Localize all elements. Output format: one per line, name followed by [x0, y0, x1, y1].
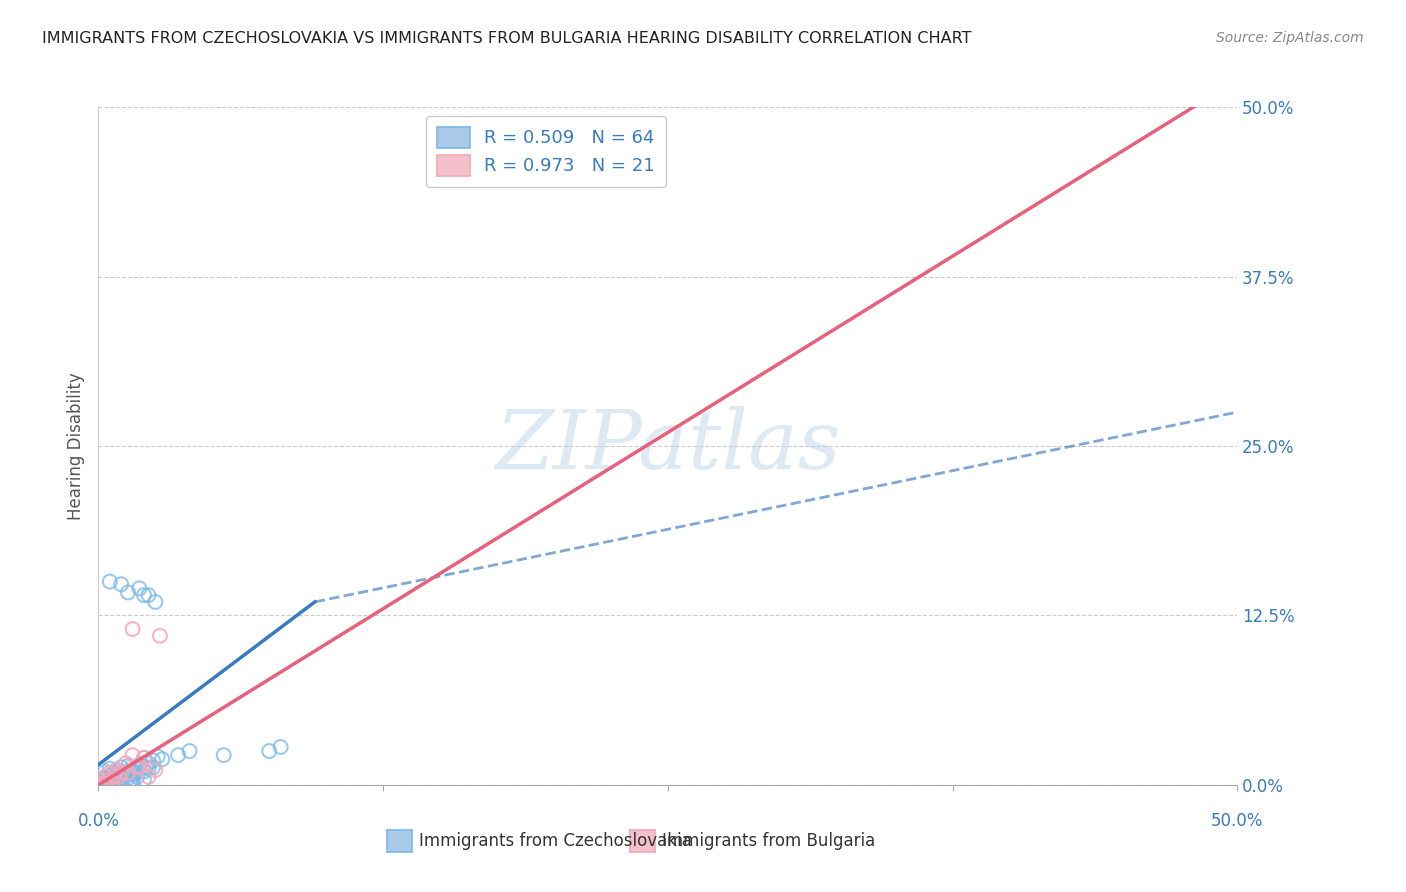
Point	[103, 775, 125, 789]
Point	[98, 776, 121, 790]
Point	[142, 754, 165, 768]
Point	[108, 776, 131, 790]
Point	[110, 765, 132, 780]
Point	[127, 770, 149, 784]
Point	[138, 588, 160, 602]
Y-axis label: Hearing Disability: Hearing Disability	[66, 372, 84, 520]
Text: IMMIGRANTS FROM CZECHOSLOVAKIA VS IMMIGRANTS FROM BULGARIA HEARING DISABILITY CO: IMMIGRANTS FROM CZECHOSLOVAKIA VS IMMIGR…	[42, 31, 972, 46]
Point	[96, 773, 118, 788]
Point	[91, 775, 114, 789]
Point	[565, 147, 588, 161]
Text: Source: ZipAtlas.com: Source: ZipAtlas.com	[1216, 31, 1364, 45]
Point	[124, 765, 146, 780]
Text: 50.0%: 50.0%	[1211, 812, 1264, 830]
Point	[110, 577, 132, 591]
Point	[212, 748, 235, 763]
Point	[135, 760, 157, 774]
Point	[114, 756, 136, 771]
Text: 0.0%: 0.0%	[77, 812, 120, 830]
Point	[270, 739, 292, 754]
Point	[150, 752, 173, 766]
Point	[98, 574, 121, 589]
Point	[132, 751, 155, 765]
Point	[121, 622, 143, 636]
Point	[120, 773, 142, 788]
Point	[103, 778, 125, 792]
Point	[179, 744, 201, 758]
Point	[128, 757, 150, 772]
Point	[96, 778, 118, 792]
Point	[103, 768, 125, 782]
Point	[105, 763, 128, 777]
Point	[132, 764, 155, 779]
Point	[90, 776, 112, 790]
Legend: R = 0.509   N = 64, R = 0.973   N = 21: R = 0.509 N = 64, R = 0.973 N = 21	[426, 116, 665, 186]
Point	[110, 778, 132, 792]
Point	[101, 778, 124, 792]
Point	[94, 764, 117, 779]
Point	[112, 770, 135, 784]
Text: Immigrants from Bulgaria: Immigrants from Bulgaria	[662, 832, 876, 850]
Point	[94, 777, 117, 791]
Point	[142, 760, 165, 774]
Point	[105, 763, 128, 777]
Point	[105, 771, 128, 785]
Point	[91, 771, 114, 785]
Point	[128, 582, 150, 596]
Point	[138, 756, 160, 771]
Point	[132, 751, 155, 765]
Point	[98, 773, 121, 788]
Point	[132, 772, 155, 787]
Point	[145, 763, 167, 777]
Point	[112, 772, 135, 787]
Point	[121, 775, 143, 789]
Point	[146, 749, 169, 764]
Point	[101, 777, 124, 791]
Point	[121, 763, 143, 777]
Point	[117, 765, 139, 780]
Point	[105, 775, 128, 789]
Point	[96, 770, 118, 784]
Point	[101, 772, 124, 787]
Point	[108, 773, 131, 788]
Point	[110, 768, 132, 782]
Point	[117, 771, 139, 785]
Point	[259, 744, 281, 758]
Point	[110, 760, 132, 774]
Point	[96, 778, 118, 792]
Point	[128, 759, 150, 773]
Point	[124, 767, 146, 781]
Point	[94, 770, 117, 784]
Point	[91, 776, 114, 790]
Text: ZIPatlas: ZIPatlas	[495, 406, 841, 486]
Point	[138, 762, 160, 776]
Point	[121, 748, 143, 763]
Point	[103, 765, 125, 780]
Point	[98, 765, 121, 780]
Point	[167, 748, 190, 763]
Point	[117, 759, 139, 773]
Point	[108, 770, 131, 784]
Point	[149, 629, 172, 643]
Point	[117, 585, 139, 599]
Point	[121, 772, 143, 787]
Point	[114, 767, 136, 781]
Point	[108, 768, 131, 782]
Point	[98, 762, 121, 776]
Point	[101, 775, 124, 789]
Point	[114, 764, 136, 779]
Text: Immigrants from Czechoslovakia: Immigrants from Czechoslovakia	[419, 832, 692, 850]
Point	[145, 595, 167, 609]
Point	[127, 760, 149, 774]
Point	[132, 588, 155, 602]
Point	[138, 770, 160, 784]
Point	[120, 765, 142, 780]
Point	[94, 778, 117, 792]
Point	[101, 767, 124, 781]
